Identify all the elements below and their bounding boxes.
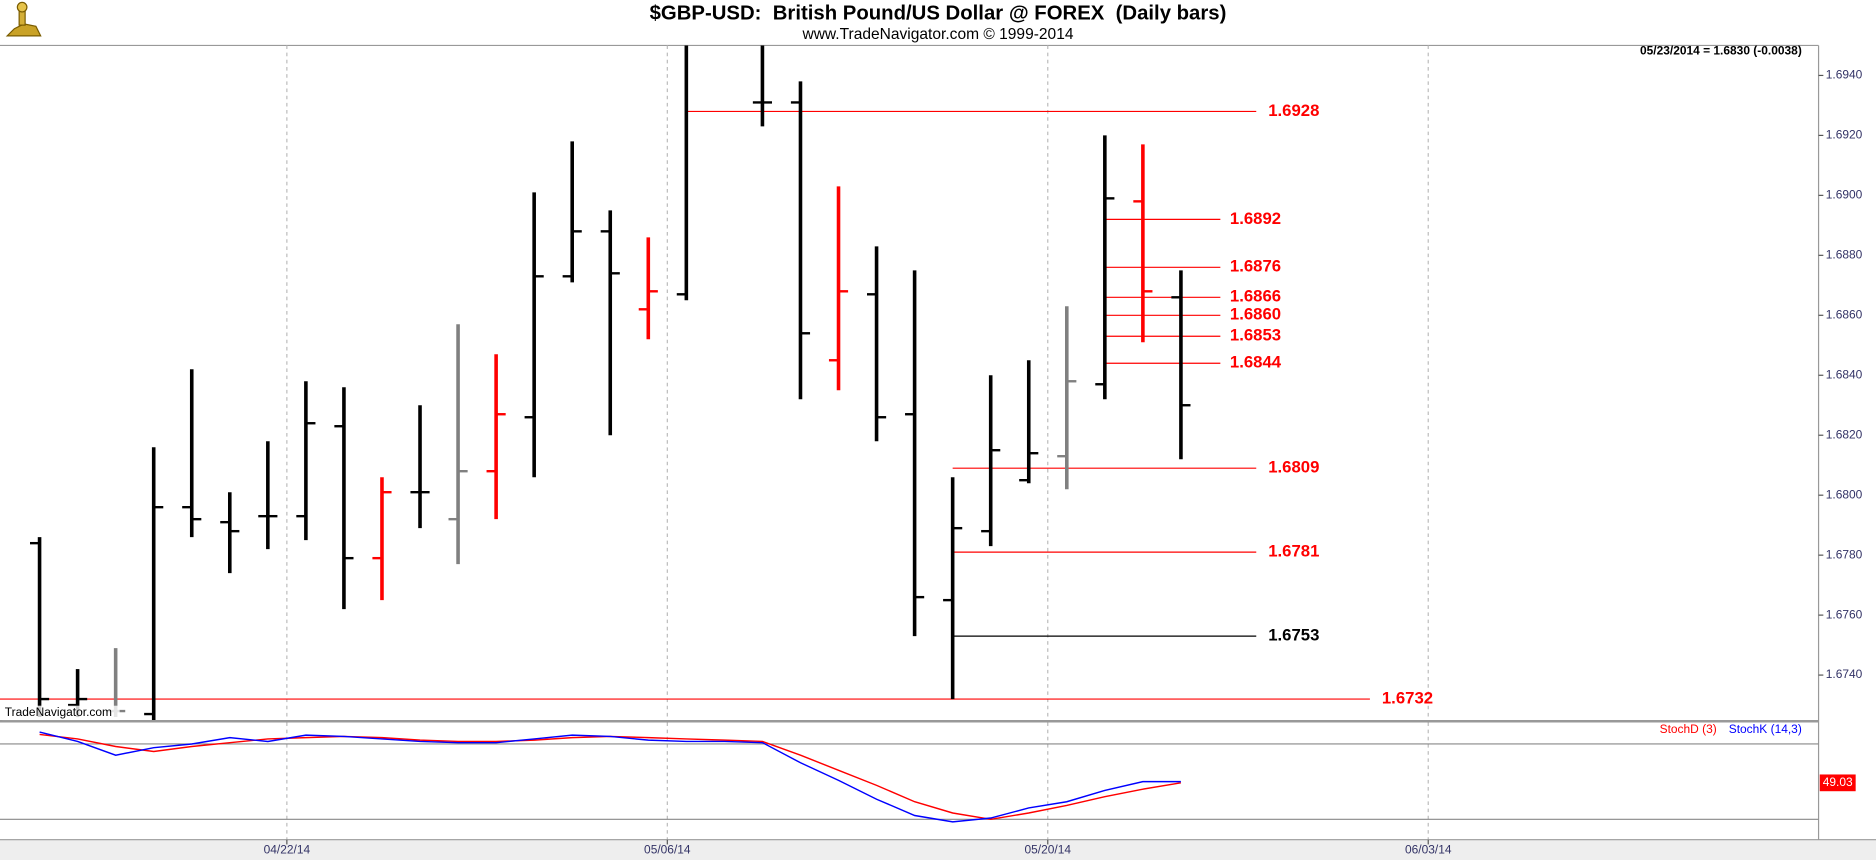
y-tick-label: 1.6820	[1826, 427, 1863, 441]
x-tick-label: 06/03/14	[1405, 843, 1452, 857]
stoch-line	[39, 731, 1181, 823]
y-tick-label: 1.6900	[1826, 188, 1863, 202]
level-label: 1.6892	[1230, 209, 1281, 228]
last-quote: 05/23/2014 = 1.6830 (-0.0038)	[1640, 44, 1802, 58]
legend-entry: StochD (3)	[1660, 722, 1717, 736]
level-label: 1.6844	[1230, 353, 1282, 372]
y-tick-label: 1.6760	[1826, 607, 1863, 621]
last-value-box	[1819, 774, 1856, 792]
level-label: 1.6866	[1230, 287, 1281, 306]
level-label: 1.6853	[1230, 326, 1281, 345]
axes: 1.6740 1.6760 1.6780 1.6800 1.6820 1.6840 1.68…	[264, 68, 1863, 857]
price-axis-band	[1818, 45, 1876, 840]
chart-title: $GBP-USD: British Pound/US Dollar @ FORE…	[650, 3, 1227, 25]
price-panel	[0, 45, 1429, 721]
level-label: 1.6732	[1382, 688, 1433, 707]
legend-entry: StochK (14,3)	[1729, 722, 1802, 736]
level-label: 1.6860	[1230, 305, 1281, 324]
level-label: 1.6928	[1268, 101, 1319, 120]
chart-subtitle: www.TradeNavigator.com © 1999-2014	[801, 26, 1073, 43]
y-tick-label: 1.6840	[1826, 367, 1863, 381]
x-tick-label: 04/22/14	[264, 843, 311, 857]
level-label: 1.6753	[1268, 626, 1319, 645]
last-value-label: 49.03	[1823, 775, 1853, 789]
watermark-bg	[2, 705, 120, 721]
date-axis-band	[0, 839, 1876, 860]
y-tick-label: 1.6860	[1826, 307, 1863, 321]
level-label: 1.6809	[1268, 458, 1319, 477]
level-label: 1.6781	[1268, 542, 1319, 561]
watermark: TradeNavigator.com	[5, 705, 112, 719]
y-tick-label: 1.6920	[1826, 128, 1863, 142]
y-tick-label: 1.6780	[1826, 547, 1863, 561]
stochastic-panel	[0, 722, 1819, 840]
y-tick-label: 1.6940	[1826, 68, 1863, 82]
x-tick-label: 05/20/14	[1025, 843, 1072, 857]
level-label: 1.6876	[1230, 257, 1281, 276]
logo	[5, 1, 42, 37]
y-tick-label: 1.6800	[1826, 487, 1863, 501]
y-tick-label: 1.6740	[1826, 667, 1863, 681]
x-tick-label: 05/06/14	[644, 843, 691, 857]
y-tick-label: 1.6880	[1826, 247, 1863, 261]
